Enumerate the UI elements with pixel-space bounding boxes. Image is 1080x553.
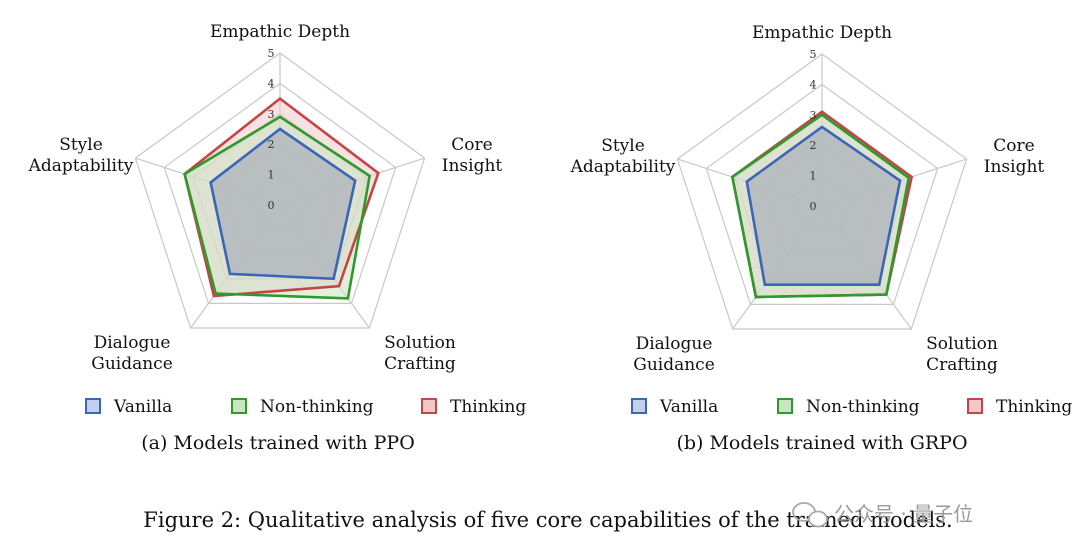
watermark: 公众号 · 量子位 <box>792 502 973 528</box>
legend-swatch-vanilla <box>85 398 101 414</box>
axis-label: Style Adaptability <box>570 136 676 177</box>
tick-label: 3 <box>810 109 817 122</box>
radar-panel-ppo: 0 1 2 3 4 5 Empathic Depth Core Insight Solution C… <box>28 22 527 454</box>
axis-label: Empathic Depth <box>210 22 350 42</box>
tick-label: 0 <box>810 200 817 213</box>
axis-label: Dialogue Guidance <box>633 334 715 375</box>
series-line-vanilla <box>745 125 902 287</box>
legend-label: Non-thinking <box>260 397 374 417</box>
tick-label: 1 <box>810 170 817 183</box>
tick-label: 2 <box>810 139 817 152</box>
grid-ring <box>163 82 397 304</box>
series-line-non-thinking <box>730 113 911 299</box>
tick-label: 4 <box>810 78 817 91</box>
tick-label: 4 <box>268 77 275 90</box>
tick-label: 1 <box>268 169 275 182</box>
axis-label: Core Insight <box>442 135 503 176</box>
series-line-non-thinking <box>183 115 372 300</box>
grid-ring <box>705 83 939 305</box>
watermark-text: 公众号 · 量子位 <box>834 502 973 526</box>
legend-label: Vanilla <box>113 397 172 417</box>
legend-swatch-thinking <box>421 398 437 414</box>
grid-ring <box>676 53 968 330</box>
tick-label: 0 <box>268 199 275 212</box>
tick-label: 5 <box>810 48 817 61</box>
series-line-thinking <box>183 96 380 298</box>
legend-label: Thinking <box>450 397 526 417</box>
panel-caption: (a) Models trained with PPO <box>141 432 415 454</box>
tick-label: 3 <box>268 108 275 121</box>
legend-swatch-vanilla <box>631 398 647 414</box>
tick-label: 2 <box>268 138 275 151</box>
legend-swatch-non-thinking <box>231 398 247 414</box>
legend-label: Non-thinking <box>806 397 920 417</box>
series-line-vanilla <box>209 127 357 281</box>
axis-label: Dialogue Guidance <box>91 333 173 374</box>
overlap-area <box>210 129 356 279</box>
legend-swatch-non-thinking <box>777 398 793 414</box>
axis-label: Solution Crafting <box>926 334 998 375</box>
grid-ring <box>134 52 426 329</box>
panel-caption: (b) Models trained with GRPO <box>676 432 967 454</box>
axis-label: Core Insight <box>984 136 1045 177</box>
axis-label: Solution Crafting <box>384 333 456 374</box>
wechat-icon <box>792 502 828 528</box>
radar-panel-grpo: 0 1 2 3 4 5 Empathic Depth Core Insight Solution C… <box>570 23 1073 454</box>
legend-swatch-thinking <box>967 398 983 414</box>
legend-label: Thinking <box>996 397 1072 417</box>
overlap-area <box>746 126 901 285</box>
tick-label: 5 <box>268 47 275 60</box>
axis-label: Empathic Depth <box>752 23 892 43</box>
axis-label: Style Adaptability <box>28 135 134 176</box>
figure-caption: Figure 2: Qualitative analysis of five c… <box>143 508 952 532</box>
legend-label: Vanilla <box>659 397 718 417</box>
